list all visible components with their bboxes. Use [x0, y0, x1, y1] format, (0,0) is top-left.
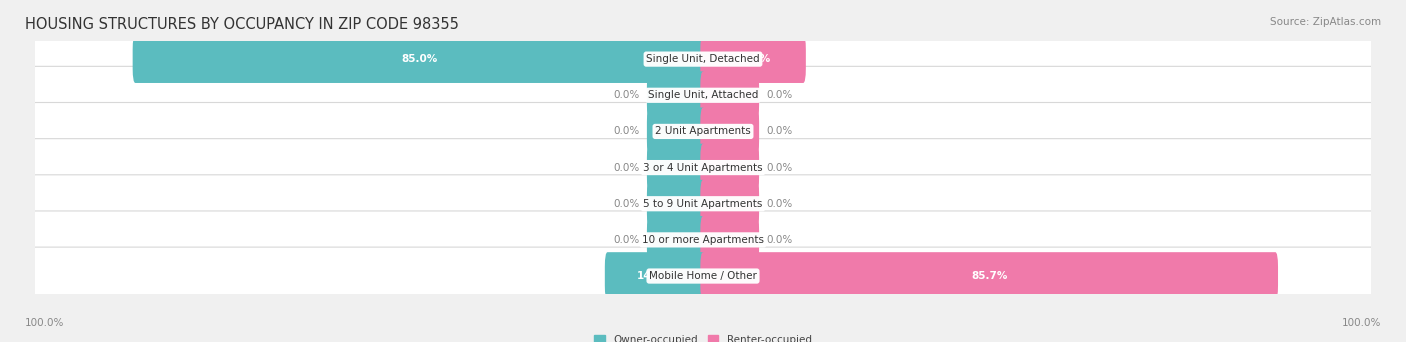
Text: 85.7%: 85.7%	[972, 271, 1007, 281]
FancyBboxPatch shape	[700, 144, 759, 192]
Legend: Owner-occupied, Renter-occupied: Owner-occupied, Renter-occupied	[595, 334, 811, 342]
Text: 0.0%: 0.0%	[766, 235, 793, 245]
Text: 0.0%: 0.0%	[613, 235, 640, 245]
FancyBboxPatch shape	[34, 211, 1372, 269]
Text: 0.0%: 0.0%	[766, 127, 793, 136]
FancyBboxPatch shape	[34, 30, 1372, 88]
Text: Mobile Home / Other: Mobile Home / Other	[650, 271, 756, 281]
Text: 0.0%: 0.0%	[766, 162, 793, 173]
Text: 0.0%: 0.0%	[613, 199, 640, 209]
FancyBboxPatch shape	[700, 108, 759, 155]
FancyBboxPatch shape	[700, 216, 759, 264]
FancyBboxPatch shape	[647, 144, 706, 192]
Text: 2 Unit Apartments: 2 Unit Apartments	[655, 127, 751, 136]
Text: 0.0%: 0.0%	[613, 162, 640, 173]
FancyBboxPatch shape	[700, 71, 759, 119]
FancyBboxPatch shape	[700, 180, 759, 227]
Text: 10 or more Apartments: 10 or more Apartments	[643, 235, 763, 245]
FancyBboxPatch shape	[605, 252, 706, 300]
Text: Source: ZipAtlas.com: Source: ZipAtlas.com	[1270, 17, 1381, 27]
Text: 3 or 4 Unit Apartments: 3 or 4 Unit Apartments	[643, 162, 763, 173]
FancyBboxPatch shape	[34, 247, 1372, 305]
Text: 0.0%: 0.0%	[766, 90, 793, 100]
FancyBboxPatch shape	[700, 252, 1278, 300]
Text: 100.0%: 100.0%	[25, 318, 65, 328]
FancyBboxPatch shape	[647, 71, 706, 119]
Text: 0.0%: 0.0%	[766, 199, 793, 209]
Text: 85.0%: 85.0%	[401, 54, 437, 64]
FancyBboxPatch shape	[34, 103, 1372, 160]
Text: Single Unit, Attached: Single Unit, Attached	[648, 90, 758, 100]
FancyBboxPatch shape	[34, 139, 1372, 197]
FancyBboxPatch shape	[132, 35, 706, 83]
Text: 14.3%: 14.3%	[637, 271, 673, 281]
Text: 100.0%: 100.0%	[1341, 318, 1381, 328]
Text: 5 to 9 Unit Apartments: 5 to 9 Unit Apartments	[644, 199, 762, 209]
FancyBboxPatch shape	[700, 35, 806, 83]
Text: 0.0%: 0.0%	[613, 127, 640, 136]
Text: HOUSING STRUCTURES BY OCCUPANCY IN ZIP CODE 98355: HOUSING STRUCTURES BY OCCUPANCY IN ZIP C…	[25, 17, 460, 32]
FancyBboxPatch shape	[34, 175, 1372, 233]
FancyBboxPatch shape	[647, 216, 706, 264]
FancyBboxPatch shape	[34, 66, 1372, 124]
Text: 15.0%: 15.0%	[735, 54, 772, 64]
FancyBboxPatch shape	[647, 180, 706, 227]
Text: Single Unit, Detached: Single Unit, Detached	[647, 54, 759, 64]
Text: 0.0%: 0.0%	[613, 90, 640, 100]
FancyBboxPatch shape	[647, 108, 706, 155]
